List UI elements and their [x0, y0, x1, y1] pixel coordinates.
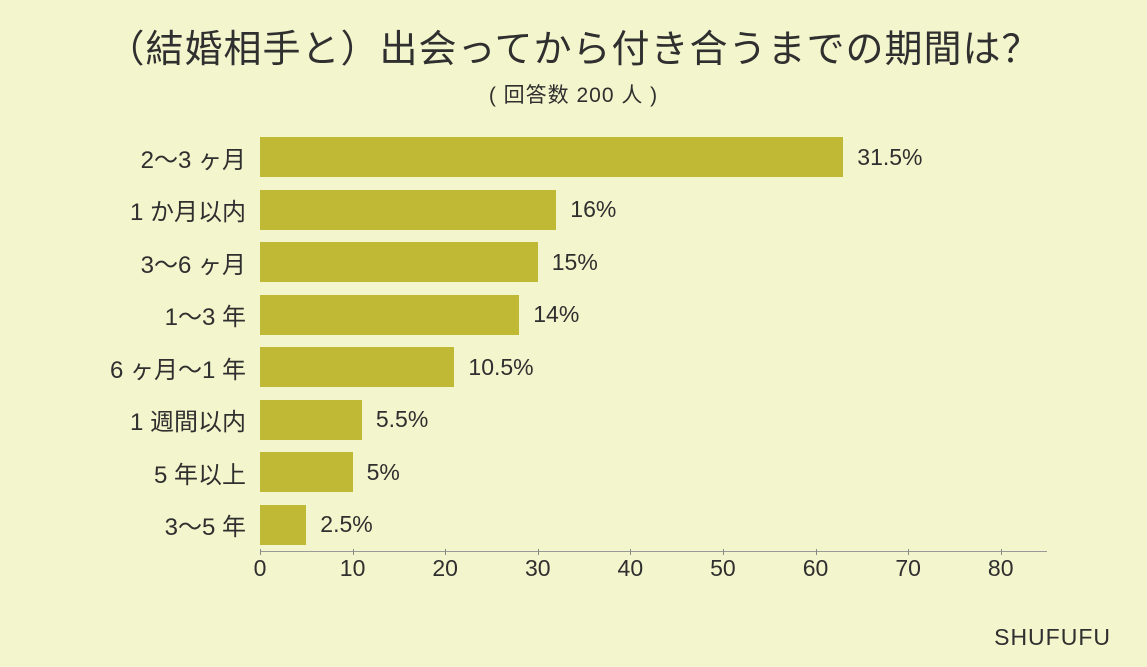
x-axis-tick-mark — [353, 549, 354, 555]
bar — [260, 452, 353, 492]
x-axis-tick-mark — [445, 549, 446, 555]
bar-value-label: 5% — [367, 459, 400, 486]
x-axis-baseline — [260, 551, 1047, 552]
bar-row: 3～5 年2.5% — [260, 499, 1047, 552]
bar-wrapper: 5% — [260, 452, 1047, 492]
x-axis-tick: 60 — [803, 555, 829, 582]
bar-row: 3～6 ヶ月15% — [260, 236, 1047, 289]
bar-wrapper: 2.5% — [260, 505, 1047, 545]
bar-wrapper: 16% — [260, 190, 1047, 230]
bar-row: 5 年以上5% — [260, 446, 1047, 499]
bar-wrapper: 15% — [260, 242, 1047, 282]
bar-wrapper: 10.5% — [260, 347, 1047, 387]
x-axis-tick: 30 — [525, 555, 551, 582]
bar-category-label: 3～5 年 — [165, 507, 260, 542]
attribution-text: SHUFUFU — [994, 624, 1111, 651]
bar-category-label: 5 年以上 — [154, 455, 260, 490]
bar-row: 1 か月以内16% — [260, 184, 1047, 237]
bar-value-label: 15% — [552, 249, 598, 276]
x-axis-tick: 40 — [618, 555, 644, 582]
bar-row: 1～3 年14% — [260, 289, 1047, 342]
bar-value-label: 10.5% — [468, 354, 533, 381]
x-axis-tick-mark — [630, 549, 631, 555]
bar-category-label: 1～3 年 — [165, 297, 260, 332]
x-axis-tick: 10 — [340, 555, 366, 582]
x-axis: 01020304050607080 — [260, 555, 1047, 595]
bar-row: 1 週間以内5.5% — [260, 394, 1047, 447]
x-axis-tick-mark — [816, 549, 817, 555]
x-axis-tick: 80 — [988, 555, 1014, 582]
bar — [260, 400, 362, 440]
bar — [260, 505, 306, 545]
bar-row: 6 ヶ月～1 年10.5% — [260, 341, 1047, 394]
bar-value-label: 2.5% — [320, 511, 372, 538]
x-axis-tick-mark — [908, 549, 909, 555]
bar-category-label: 2～3 ヶ月 — [141, 140, 260, 175]
chart-area: 2～3 ヶ月31.5%1 か月以内16%3～6 ヶ月15%1～3 年14%6 ヶ… — [260, 131, 1047, 601]
bar-wrapper: 31.5% — [260, 137, 1047, 177]
x-axis-tick-mark — [538, 549, 539, 555]
bar-category-label: 1 か月以内 — [130, 192, 260, 227]
bar — [260, 190, 556, 230]
bar — [260, 295, 519, 335]
x-axis-tick-mark — [1001, 549, 1002, 555]
bar-value-label: 5.5% — [376, 406, 428, 433]
x-axis-tick-mark — [723, 549, 724, 555]
bar-category-label: 6 ヶ月～1 年 — [110, 350, 260, 385]
bar-value-label: 14% — [533, 301, 579, 328]
x-axis-tick: 20 — [432, 555, 458, 582]
bar-row: 2～3 ヶ月31.5% — [260, 131, 1047, 184]
bar-wrapper: 14% — [260, 295, 1047, 335]
bar-value-label: 16% — [570, 196, 616, 223]
bar-category-label: 3～6 ヶ月 — [141, 245, 260, 280]
x-axis-tick: 0 — [254, 555, 267, 582]
bar-category-label: 1 週間以内 — [130, 402, 260, 437]
x-axis-tick-mark — [260, 549, 261, 555]
x-axis-tick: 50 — [710, 555, 736, 582]
bar — [260, 347, 454, 387]
chart-title: （結婚相手と）出会ってから付き合うまでの期間は？ — [40, 18, 1107, 73]
chart-subtitle: ( 回答数 200 人 ) — [40, 79, 1107, 109]
bars-region: 2～3 ヶ月31.5%1 か月以内16%3～6 ヶ月15%1～3 年14%6 ヶ… — [260, 131, 1047, 551]
bar — [260, 242, 538, 282]
x-axis-tick: 70 — [895, 555, 921, 582]
bar-wrapper: 5.5% — [260, 400, 1047, 440]
bar-value-label: 31.5% — [857, 144, 922, 171]
chart-container: （結婚相手と）出会ってから付き合うまでの期間は？ ( 回答数 200 人 ) 2… — [0, 0, 1147, 667]
bar — [260, 137, 843, 177]
